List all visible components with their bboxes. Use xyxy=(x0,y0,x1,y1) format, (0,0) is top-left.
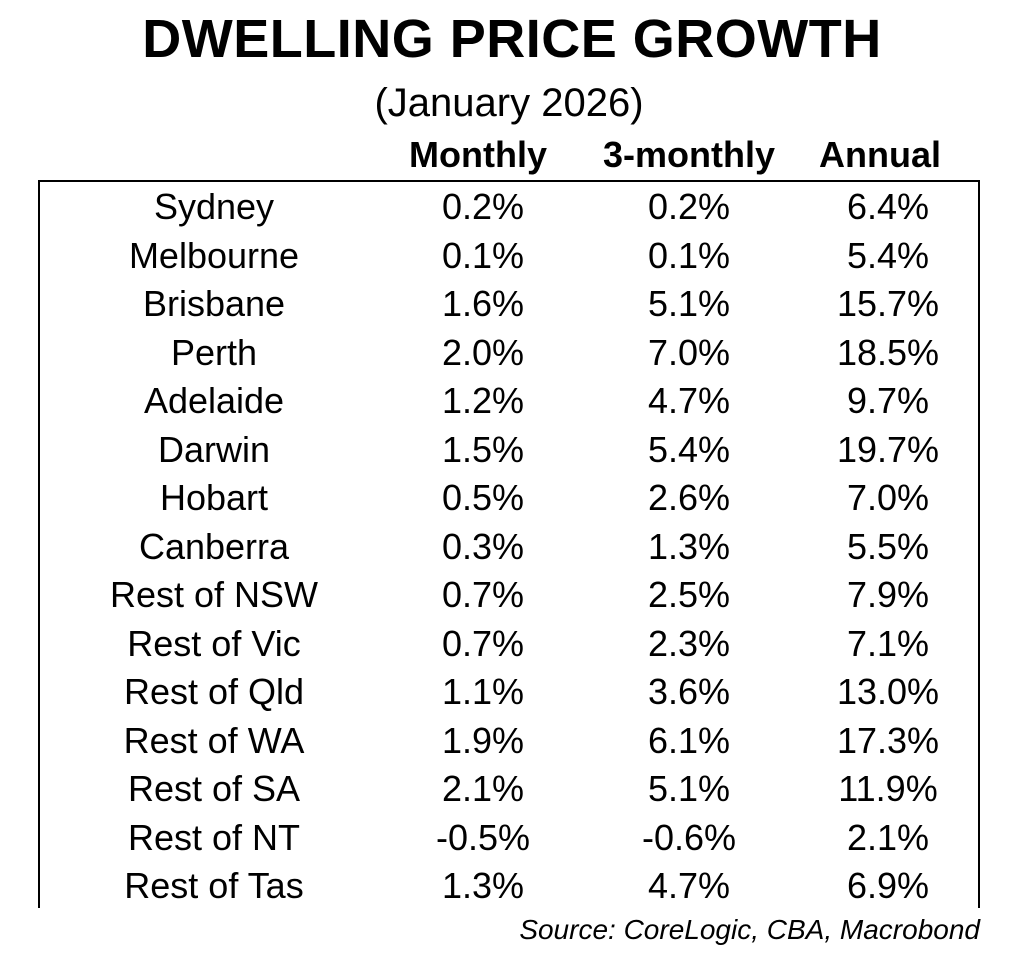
monthly-value: 0.1% xyxy=(441,234,525,276)
annual-value: 2.1% xyxy=(846,816,930,858)
table-row: Sydney 0.2% 0.2% 6.4% xyxy=(0,183,1024,232)
monthly-value: 1.9% xyxy=(441,719,525,761)
region-label: Rest of WA xyxy=(123,719,305,761)
monthly-value: 1.1% xyxy=(441,671,525,712)
column-header-3-monthly: 3-monthly xyxy=(602,134,775,175)
annual-value: 18.5% xyxy=(836,331,940,373)
source-note: Source: CoreLogic, CBA, Macrobond xyxy=(519,914,980,945)
monthly-value: 1.3% xyxy=(441,865,525,906)
table-row: Rest of Qld 1.1% 3.6% 13.0% xyxy=(0,668,1024,717)
region-label: Hobart xyxy=(159,477,269,518)
monthly-value: 0.7% xyxy=(441,574,525,615)
annual-value: 13.0% xyxy=(836,671,940,712)
table-row: Rest of Tas 1.3% 4.7% 6.9% xyxy=(0,862,1024,911)
annual-value: 6.9% xyxy=(846,865,930,906)
chart-title: DWELLING PRICE GROWTH xyxy=(142,9,882,69)
monthly-value: 1.2% xyxy=(441,380,525,421)
three-monthly-value: 5.1% xyxy=(647,768,731,809)
annual-value: 19.7% xyxy=(836,428,940,470)
three-monthly-value: 1.3% xyxy=(647,525,731,567)
table-row: Rest of Vic 0.7% 2.3% 7.1% xyxy=(0,620,1024,669)
annual-value: 9.7% xyxy=(846,380,930,421)
annual-value: 7.0% xyxy=(846,477,930,518)
three-monthly-value: 5.4% xyxy=(647,428,731,470)
table-row: Rest of NSW 0.7% 2.5% 7.9% xyxy=(0,571,1024,620)
region-label: Sydney xyxy=(153,186,275,227)
annual-value: 17.3% xyxy=(836,719,940,761)
region-label: Rest of Tas xyxy=(124,865,304,906)
region-label: Perth xyxy=(170,331,258,373)
region-label: Rest of Vic xyxy=(127,622,301,664)
monthly-value: 1.6% xyxy=(441,283,525,324)
table-row: Perth 2.0% 7.0% 18.5% xyxy=(0,329,1024,378)
region-label: Darwin xyxy=(157,428,271,470)
three-monthly-value: 0.2% xyxy=(647,186,731,227)
annual-value: 15.7% xyxy=(836,283,940,324)
table-row: Rest of SA 2.1% 5.1% 11.9% xyxy=(0,765,1024,814)
monthly-value: 2.1% xyxy=(441,768,525,809)
three-monthly-value: 7.0% xyxy=(647,331,731,373)
three-monthly-value: 4.7% xyxy=(647,380,731,421)
region-label: Adelaide xyxy=(143,380,285,421)
three-monthly-value: 5.1% xyxy=(647,283,731,324)
region-label: Brisbane xyxy=(142,283,286,324)
three-monthly-value: -0.6% xyxy=(641,816,737,858)
table-row: Melbourne 0.1% 0.1% 5.4% xyxy=(0,232,1024,281)
table-row: Darwin 1.5% 5.4% 19.7% xyxy=(0,426,1024,475)
three-monthly-value: 2.3% xyxy=(647,622,731,664)
table-row: Adelaide 1.2% 4.7% 9.7% xyxy=(0,377,1024,426)
monthly-value: 0.7% xyxy=(441,622,525,664)
annual-value: 7.1% xyxy=(846,622,930,664)
annual-value: 6.4% xyxy=(846,186,930,227)
three-monthly-value: 2.6% xyxy=(647,477,731,518)
monthly-value: -0.5% xyxy=(435,816,531,858)
monthly-value: 0.5% xyxy=(441,477,525,518)
three-monthly-value: 6.1% xyxy=(647,719,731,761)
region-label: Melbourne xyxy=(128,234,300,276)
annual-value: 5.5% xyxy=(846,525,930,567)
annual-value: 5.4% xyxy=(846,234,930,276)
table-row: Rest of NT -0.5% -0.6% 2.1% xyxy=(0,814,1024,863)
table-row: Hobart 0.5% 2.6% 7.0% xyxy=(0,474,1024,523)
chart-subtitle: (January 2026) xyxy=(374,81,644,125)
monthly-value: 1.5% xyxy=(441,428,525,470)
three-monthly-value: 2.5% xyxy=(647,574,731,615)
region-label: Rest of Qld xyxy=(123,671,305,712)
annual-value: 11.9% xyxy=(838,768,938,809)
table-row: Canberra 0.3% 1.3% 5.5% xyxy=(0,523,1024,572)
region-label: Canberra xyxy=(138,525,290,567)
column-header-annual: Annual xyxy=(819,134,941,175)
region-label: Rest of SA xyxy=(127,768,301,809)
monthly-value: 2.0% xyxy=(441,331,525,373)
three-monthly-value: 4.7% xyxy=(647,865,731,906)
monthly-value: 0.2% xyxy=(441,186,525,227)
table-body: Sydney 0.2% 0.2% 6.4% Melbourne 0.1% 0.1% 5.4% B… xyxy=(0,183,1024,911)
annual-value: 7.9% xyxy=(846,574,930,615)
three-monthly-value: 3.6% xyxy=(647,671,731,712)
table-row: Rest of WA 1.9% 6.1% 17.3% xyxy=(0,717,1024,766)
table-frame xyxy=(38,180,980,908)
table-row: Brisbane 1.6% 5.1% 15.7% xyxy=(0,280,1024,329)
region-label: Rest of NSW xyxy=(109,574,319,615)
monthly-value: 0.3% xyxy=(441,525,525,567)
region-label: Rest of NT xyxy=(127,816,301,858)
three-monthly-value: 0.1% xyxy=(647,234,731,276)
column-header-monthly: Monthly xyxy=(409,134,547,175)
